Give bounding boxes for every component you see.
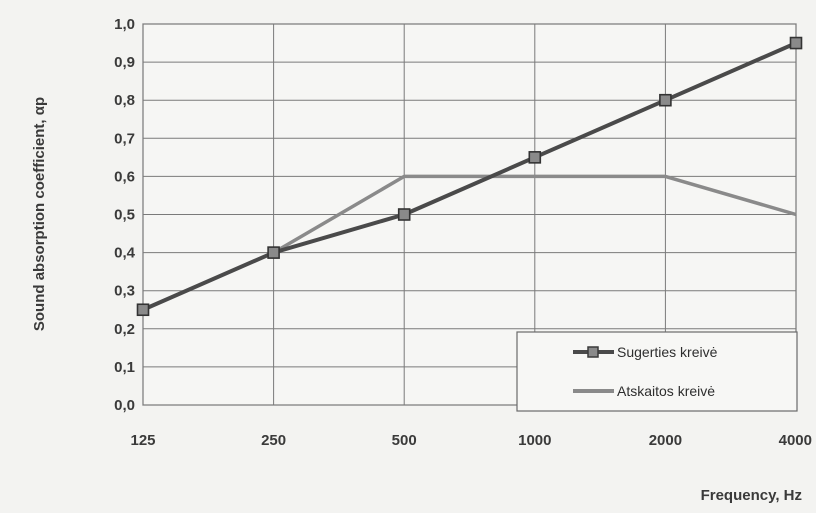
x-tick-label: 250: [261, 432, 286, 449]
x-tick-label: 500: [392, 432, 417, 449]
y-tick-label: 0,3: [114, 283, 135, 300]
y-tick-label: 0,9: [114, 54, 135, 71]
y-tick-label: 0,8: [114, 92, 135, 109]
data-point: [528, 151, 542, 164]
data-point: [267, 246, 280, 259]
legend: Sugerties kreivė Atskaitos kreivė: [516, 331, 798, 412]
x-axis-title: Frequency, Hz: [701, 487, 802, 504]
data-point: [659, 93, 672, 107]
data-point: [397, 208, 411, 221]
x-tick-label: 1000: [518, 432, 551, 449]
series-line-1: [272, 174, 797, 255]
y-tick-label: 0,5: [114, 207, 135, 224]
legend-box: [516, 331, 798, 412]
data-point: [136, 303, 150, 317]
x-tick-label: 125: [130, 432, 155, 449]
x-tick-label: 4000: [779, 432, 812, 449]
y-tick-label: 1,0: [114, 16, 135, 33]
y-tick-label: 0,4: [114, 245, 136, 262]
y-tick-label: 0,0: [114, 397, 135, 414]
series-line-0: [142, 41, 797, 312]
y-tick-label: 0,7: [114, 130, 135, 147]
legend-marker-sugerties: [587, 346, 599, 358]
legend-label-sugerties: Sugerties kreivė: [617, 344, 718, 360]
y-tick-label: 0,2: [114, 321, 135, 338]
legend-label-atskaitos: Atskaitos kreivė: [617, 383, 715, 399]
x-tick-label: 2000: [649, 432, 682, 449]
y-tick-label: 0,6: [114, 168, 135, 185]
y-axis-title: Sound absorption coefficient, αp: [31, 97, 48, 331]
x-tick-labels: 125 250 500 1000 2000 4000: [130, 432, 812, 449]
series-group: [136, 36, 803, 317]
data-point: [789, 36, 803, 50]
y-tick-label: 0,1: [114, 359, 135, 376]
y-tick-labels: 0,0 0,1 0,2 0,3 0,4 0,5 0,6 0,7 0,8 0,9 1,0: [114, 16, 136, 414]
